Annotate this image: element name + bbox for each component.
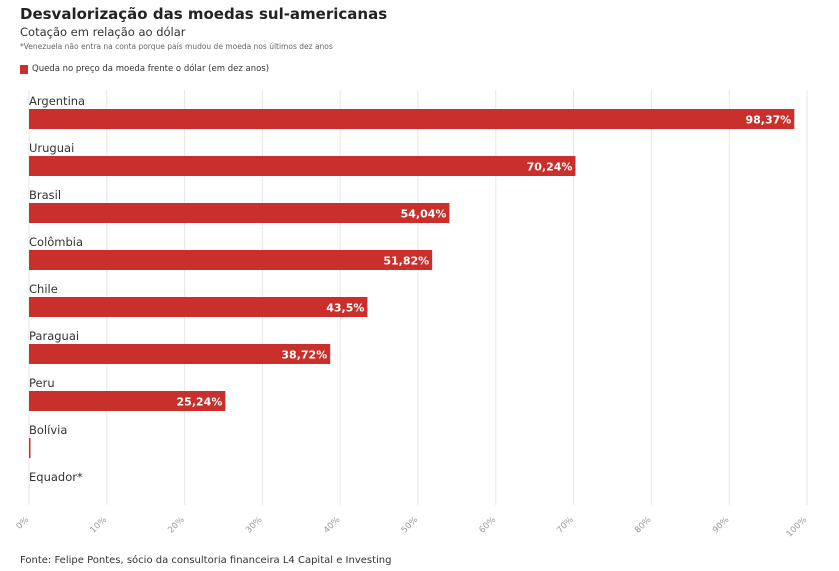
category-label: Chile	[29, 282, 58, 296]
source-note: Fonte: Felipe Pontes, sócio da consultor…	[20, 555, 392, 566]
data-label: 38,72%	[281, 349, 327, 362]
legend: Queda no preço da moeda frente o dólar (…	[20, 64, 269, 74]
x-tick-label: 30%	[244, 515, 264, 535]
x-tick-label: 0%	[15, 515, 32, 532]
bar-chart: 0% 10% 20% 30% 40% 50% 60% 70% 80% 90% 100% Argenti…	[15, 90, 809, 539]
legend-swatch	[20, 64, 28, 74]
x-tick-label: 60%	[477, 515, 497, 535]
bar	[29, 438, 31, 458]
x-tick-label: 50%	[400, 515, 420, 535]
chart-title: Desvalorização das moedas sul-americanas	[20, 5, 388, 23]
bar	[29, 156, 576, 176]
data-label: 70,24%	[527, 161, 573, 174]
chart-subtitle: Cotação em relação ao dólar	[20, 25, 186, 39]
bar	[29, 297, 368, 317]
x-tick-label: 100%	[785, 515, 809, 539]
category-label: Colômbia	[29, 235, 83, 249]
data-label: 43,5%	[326, 302, 364, 315]
data-label: 25,24%	[177, 396, 223, 409]
bar	[29, 203, 450, 223]
category-label: Argentina	[29, 94, 85, 108]
category-label: Uruguai	[29, 141, 74, 155]
category-label: Peru	[29, 376, 55, 390]
x-tick-label: 70%	[555, 515, 575, 535]
bar	[29, 344, 331, 364]
data-label: 54,04%	[401, 208, 447, 221]
legend-label: Queda no preço da moeda frente o dólar (…	[32, 64, 270, 74]
data-label: 98,37%	[745, 114, 791, 127]
category-label: Bolívia	[29, 423, 67, 437]
x-tick-label: 80%	[633, 515, 653, 535]
x-tick-label: 10%	[88, 515, 108, 535]
bar	[29, 391, 226, 411]
x-tick-label: 40%	[322, 515, 342, 535]
x-tick-label: 90%	[711, 515, 731, 535]
category-label: Equador*	[29, 470, 83, 484]
bar	[29, 250, 433, 270]
category-label: Brasil	[29, 188, 61, 202]
category-label: Paraguai	[29, 329, 79, 343]
data-label: 51,82%	[383, 255, 429, 268]
chart-note: *Venezuela não entra na conta porque paí…	[20, 42, 333, 51]
bar	[29, 109, 795, 129]
x-tick-label: 20%	[166, 515, 186, 535]
